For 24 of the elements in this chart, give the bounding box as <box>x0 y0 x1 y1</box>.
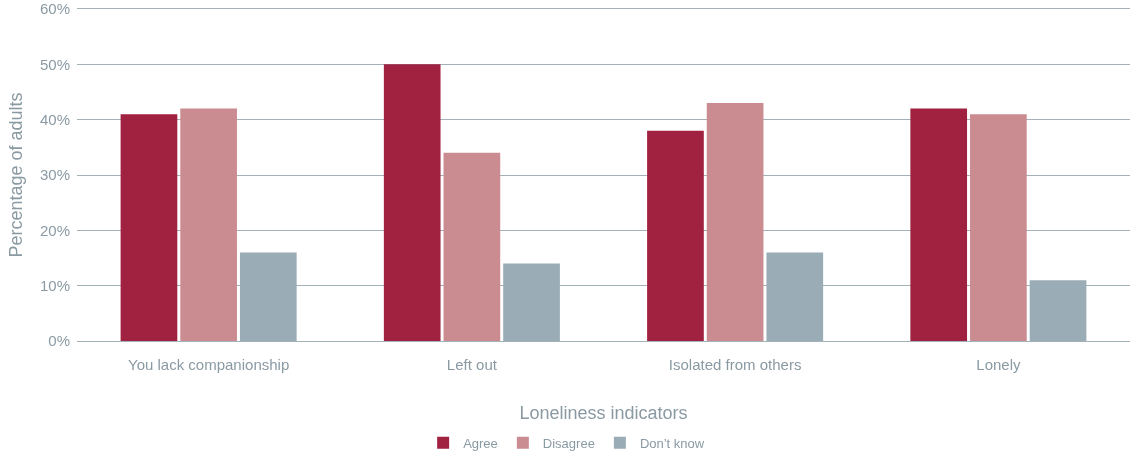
bar <box>970 114 1027 341</box>
y-axis-title: Percentage of adults <box>6 92 27 258</box>
legend-label: Don’t know <box>639 435 705 451</box>
bar <box>120 114 178 341</box>
x-tick-label: Left out <box>446 356 498 374</box>
bar <box>383 64 441 341</box>
y-tick-label: 30% <box>39 166 70 184</box>
x-tick-label: Isolated from others <box>668 356 802 374</box>
bar <box>180 108 237 341</box>
bar <box>910 108 968 341</box>
bar <box>647 130 704 341</box>
y-tick-label: 60% <box>39 0 70 18</box>
y-tick-label: 20% <box>39 221 70 239</box>
y-tick-label: 0% <box>48 332 70 350</box>
legend-label: Agree <box>463 435 498 451</box>
x-axis-title: Loneliness indicators <box>519 403 688 424</box>
legend-label: Disagree <box>542 435 595 451</box>
x-tick-label: You lack companionship <box>128 356 290 374</box>
bar <box>706 103 764 341</box>
y-tick-label: 10% <box>39 276 70 294</box>
bar <box>443 152 501 341</box>
y-tick-label: 50% <box>39 55 70 73</box>
y-tick-label: 40% <box>39 110 70 128</box>
x-tick-label: Lonely <box>976 356 1021 374</box>
